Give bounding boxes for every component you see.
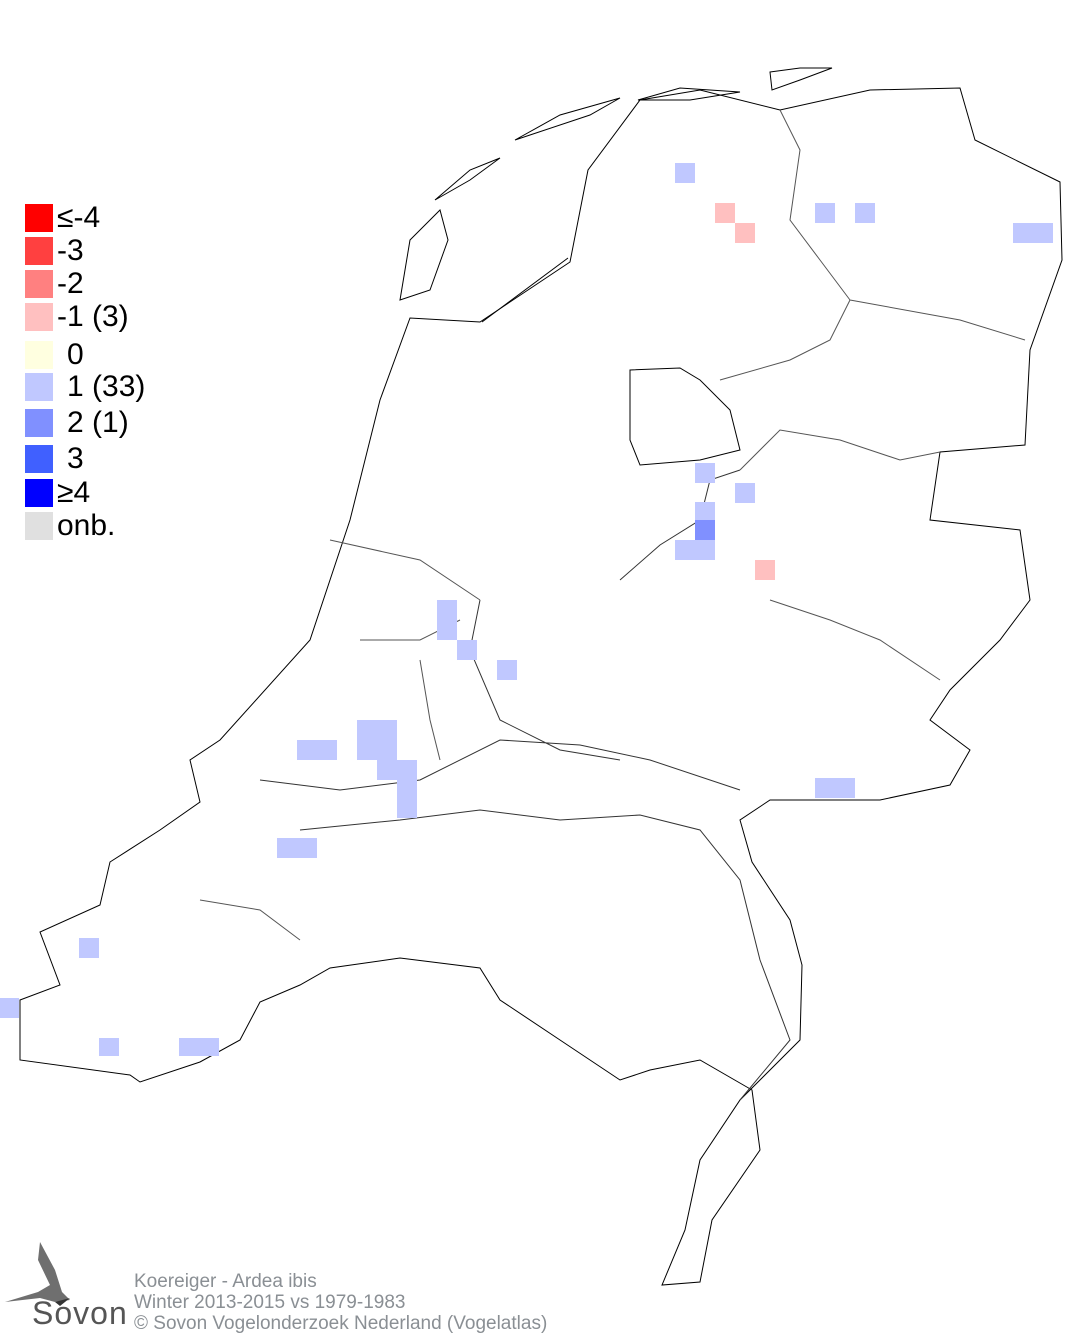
legend-label: -2: [57, 267, 84, 300]
cell-change-1: [377, 760, 417, 780]
legend-item: -2: [25, 267, 84, 300]
island-ameland: [637, 87, 741, 101]
legend-label: onb.: [57, 509, 116, 542]
cell-change-1: [357, 720, 397, 760]
sovon-swallow-logo-icon: [5, 1242, 70, 1306]
legend-swatch: [25, 270, 53, 298]
copyright: © Sovon Vogelonderzoek Nederland (Vogela…: [134, 1313, 548, 1334]
map-caption: Koereiger - Ardea ibis Winter 2013-2015 …: [134, 1271, 547, 1334]
legend-item: -1 (3): [25, 300, 129, 333]
cell-change-1: [675, 163, 695, 183]
legend-swatch: [25, 341, 53, 369]
legend-label: ≥4: [57, 476, 91, 509]
legend-swatch: [25, 373, 53, 401]
cell-change-1: [497, 660, 517, 680]
legend-swatch: [25, 512, 53, 540]
island-vlieland: [434, 157, 501, 201]
cell-change-1: [99, 1038, 119, 1056]
legend-item: 0: [25, 338, 84, 371]
cell-change-1: [675, 540, 715, 560]
cell-change-1: [695, 463, 715, 483]
period: Winter 2013-2015 vs 1979-1983: [134, 1292, 406, 1313]
cell-change-minus1: [715, 203, 735, 223]
legend-item: 3: [25, 442, 84, 475]
legend-label: 2 (1): [67, 406, 129, 439]
logo-text: Sovon: [32, 1295, 128, 1331]
rivers: [259, 469, 791, 1101]
cell-change-1: [0, 998, 19, 1018]
cell-change-1: [79, 938, 99, 958]
cell-change-1: [855, 203, 875, 223]
legend-item: 1 (33): [25, 370, 146, 403]
cell-change-minus1: [755, 560, 775, 580]
species-name: Koereiger - Ardea ibis: [134, 1271, 317, 1292]
legend-label: ≤-4: [57, 201, 101, 234]
legend-label: -1 (3): [57, 300, 129, 333]
cell-change-1: [815, 203, 835, 223]
cell-change-1: [277, 838, 317, 858]
island-terschelling: [514, 97, 621, 141]
cell-change-1: [397, 780, 417, 818]
cell-change-1: [457, 640, 477, 660]
cell-change-1: [815, 778, 855, 798]
ijsselmeer-dike: [481, 257, 569, 323]
cell-change-1: [297, 740, 337, 760]
grid-cells: [0, 163, 1053, 1056]
legend-item: ≥4: [25, 476, 91, 509]
cell-change-minus1: [735, 223, 755, 243]
legend-swatch: [25, 409, 53, 437]
cell-change-1: [437, 600, 457, 640]
legend-item: 2 (1): [25, 406, 129, 439]
legend-swatch: [25, 204, 53, 232]
flevoland-outline: [629, 367, 741, 466]
legend-swatch: [25, 303, 53, 331]
legend-item: -3: [25, 234, 84, 267]
cell-change-2: [695, 520, 715, 540]
country-outline: [19, 87, 1063, 1286]
legend-swatch: [25, 479, 53, 507]
legend-label: -3: [57, 234, 84, 267]
legend-item: onb.: [25, 509, 116, 542]
legend-swatch: [25, 237, 53, 265]
legend-label: 1 (33): [67, 370, 146, 403]
island-schiermonnikoog: [769, 67, 833, 91]
cell-change-1: [1013, 223, 1053, 243]
legend-item: ≤-4: [25, 201, 101, 234]
province-borders: [199, 109, 1026, 941]
legend-swatch: [25, 445, 53, 473]
legend-label: 0: [67, 338, 84, 371]
cell-change-1: [735, 483, 755, 503]
cell-change-1: [695, 502, 715, 522]
island-texel: [399, 209, 449, 301]
cell-change-1: [179, 1038, 219, 1056]
legend-label: 3: [67, 442, 84, 475]
